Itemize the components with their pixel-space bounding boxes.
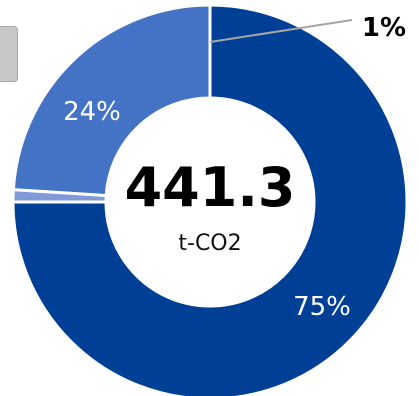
slice-24 <box>11 3 212 198</box>
slice-label-75: 75% <box>293 292 351 322</box>
slice-label-24: 24% <box>63 97 121 127</box>
slice-75 <box>11 3 409 396</box>
slices-group <box>11 3 409 396</box>
leader-line-1pct <box>209 19 353 43</box>
center-total-unit: t-CO2 <box>178 231 241 256</box>
center-total-value: 441.3 <box>125 156 296 219</box>
side-tab[interactable] <box>0 26 18 82</box>
slice-label-1: 1% <box>362 13 406 43</box>
